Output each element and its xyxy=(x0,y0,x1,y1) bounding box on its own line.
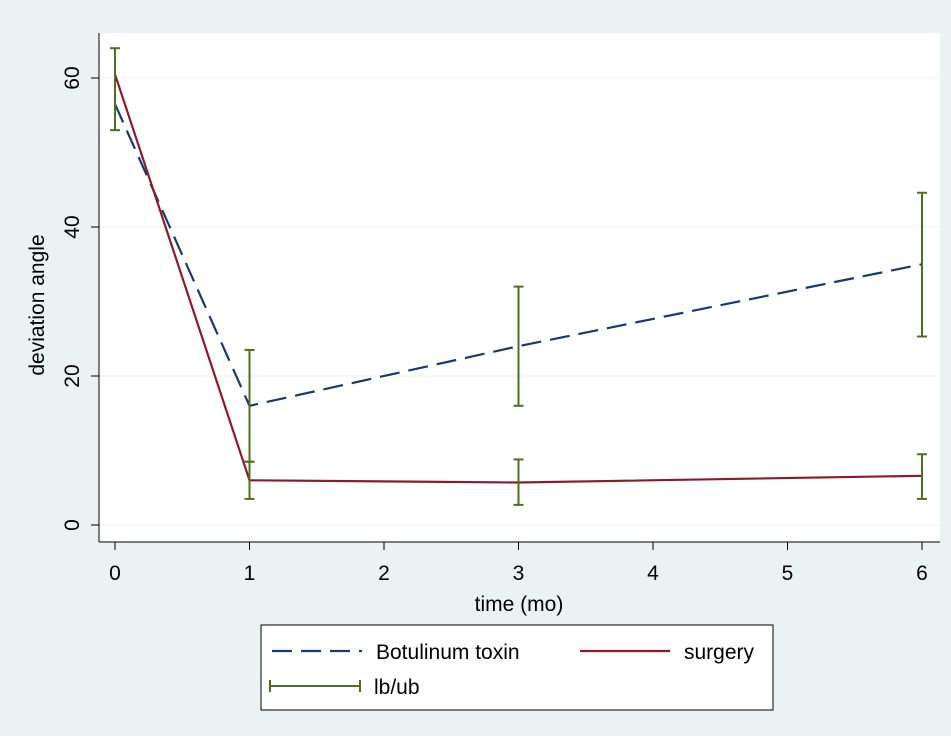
x-tick-label: 4 xyxy=(647,562,659,585)
y-tick-label: 40 xyxy=(61,215,84,238)
legend-box xyxy=(260,624,774,711)
error-bar xyxy=(513,285,524,407)
error-bars xyxy=(110,47,927,506)
legend-label-surgery: surgery xyxy=(684,641,755,664)
axes xyxy=(98,33,940,543)
error-bar xyxy=(110,47,120,132)
error-bar xyxy=(917,191,927,338)
y-axis-label: deviation angle xyxy=(26,234,49,375)
x-tick-label: 0 xyxy=(109,562,121,585)
x-tick-label: 6 xyxy=(916,562,928,585)
x-tick-label: 2 xyxy=(378,562,390,585)
x-axis-label: time (mo) xyxy=(475,593,564,616)
x-ticks: 0 1 2 3 4 5 6 xyxy=(109,542,928,585)
error-bar xyxy=(513,458,524,506)
series-line-botulinum-toxin xyxy=(113,103,923,408)
series-lines xyxy=(113,73,923,484)
grid-lines xyxy=(99,77,940,526)
error-bar xyxy=(917,453,927,500)
x-tick-label: 3 xyxy=(513,562,525,585)
x-tick-label: 5 xyxy=(782,562,794,585)
y-ticks: 0 20 40 60 xyxy=(61,66,99,531)
error-bar xyxy=(244,460,255,500)
y-tick-label: 20 xyxy=(61,364,84,387)
x-tick-label: 1 xyxy=(244,562,256,585)
legend: Botulinum toxin surgery lb/ub xyxy=(260,624,774,711)
legend-label-botulinum-toxin: Botulinum toxin xyxy=(376,641,520,664)
legend-items: Botulinum toxin surgery lb/ub xyxy=(269,641,755,699)
y-tick-label: 0 xyxy=(61,519,84,531)
legend-label-lb-ub: lb/ub xyxy=(374,676,420,699)
y-tick-label: 60 xyxy=(61,66,84,89)
series-line-surgery xyxy=(113,73,923,484)
